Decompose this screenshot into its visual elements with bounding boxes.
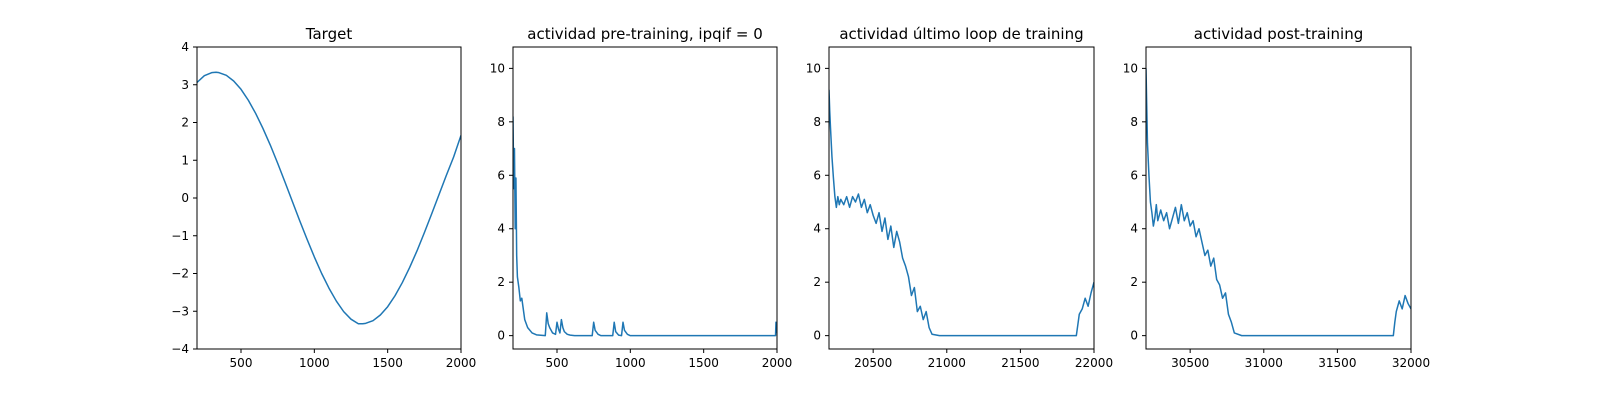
y-tick-label: 8 xyxy=(1130,115,1138,129)
y-tick-label: 4 xyxy=(181,40,189,54)
y-tick-label: 0 xyxy=(813,329,821,343)
axes-frame xyxy=(828,46,1095,350)
y-tick-label: 0 xyxy=(497,329,505,343)
y-tick-label: 6 xyxy=(497,168,505,182)
y-tick-label: 4 xyxy=(1130,222,1138,236)
y-tick-label: 10 xyxy=(1123,61,1138,75)
y-tick-label: 6 xyxy=(813,168,821,182)
y-tick-label: 4 xyxy=(497,222,505,236)
chart-title: Target xyxy=(305,25,353,43)
x-tick-label: 32000 xyxy=(1392,356,1430,370)
y-tick-label: −4 xyxy=(171,342,189,356)
x-tick-label: 1000 xyxy=(615,356,646,370)
x-tick-label: 31500 xyxy=(1318,356,1356,370)
chart-panel-2: actividad pre-training, ipqif = 0 500 1000… xyxy=(490,25,793,370)
y-tick-label: 10 xyxy=(490,61,505,75)
y-tick-label: 2 xyxy=(497,275,505,289)
axes-frame xyxy=(512,46,778,350)
x-tick-label: 21500 xyxy=(1001,356,1039,370)
y-tick-label: −2 xyxy=(171,267,189,281)
y-tick-label: 1 xyxy=(181,153,189,167)
y-tick-label: 2 xyxy=(813,275,821,289)
axes-frame xyxy=(196,46,462,350)
x-tick-label: 1000 xyxy=(299,356,330,370)
series-line-4-1 xyxy=(1146,68,1411,337)
axes-frame xyxy=(1145,46,1412,350)
series-line-2-1 xyxy=(513,116,777,337)
y-tick-label: 0 xyxy=(1130,329,1138,343)
chart-title: actividad último loop de training xyxy=(839,25,1083,43)
y-tick-label: 3 xyxy=(181,78,189,92)
x-tick-label: 500 xyxy=(546,356,569,370)
y-tick-label: 4 xyxy=(813,222,821,236)
y-tick-label: 6 xyxy=(1130,168,1138,182)
x-tick-label: 22000 xyxy=(1075,356,1113,370)
series-line-1-1 xyxy=(197,71,461,325)
x-tick-label: 31000 xyxy=(1245,356,1283,370)
y-tick-label: 8 xyxy=(813,115,821,129)
x-tick-label: 21000 xyxy=(928,356,966,370)
y-tick-label: 2 xyxy=(1130,275,1138,289)
chart-panel-4: actividad post-training 30500 31000 31500 32… xyxy=(1123,25,1430,370)
y-tick-label: 10 xyxy=(806,61,821,75)
y-tick-label: −3 xyxy=(171,304,189,318)
chart-title: actividad pre-training, ipqif = 0 xyxy=(527,25,763,43)
x-tick-label: 30500 xyxy=(1171,356,1209,370)
x-tick-label: 2000 xyxy=(762,356,793,370)
chart-panel-1: Target 500 1000 1500 2000 −4 −3 −2 −1 0 1 2 3 4 xyxy=(171,25,476,370)
chart-title: actividad post-training xyxy=(1194,25,1363,43)
x-tick-label: 1500 xyxy=(372,356,403,370)
y-tick-label: −1 xyxy=(171,229,189,243)
x-tick-label: 500 xyxy=(230,356,253,370)
y-tick-label: 0 xyxy=(181,191,189,205)
series-line-3-1 xyxy=(829,89,1094,337)
x-tick-label: 1500 xyxy=(688,356,719,370)
x-tick-label: 20500 xyxy=(854,356,892,370)
y-tick-label: 2 xyxy=(181,116,189,130)
x-tick-label: 2000 xyxy=(446,356,477,370)
y-tick-label: 8 xyxy=(497,115,505,129)
